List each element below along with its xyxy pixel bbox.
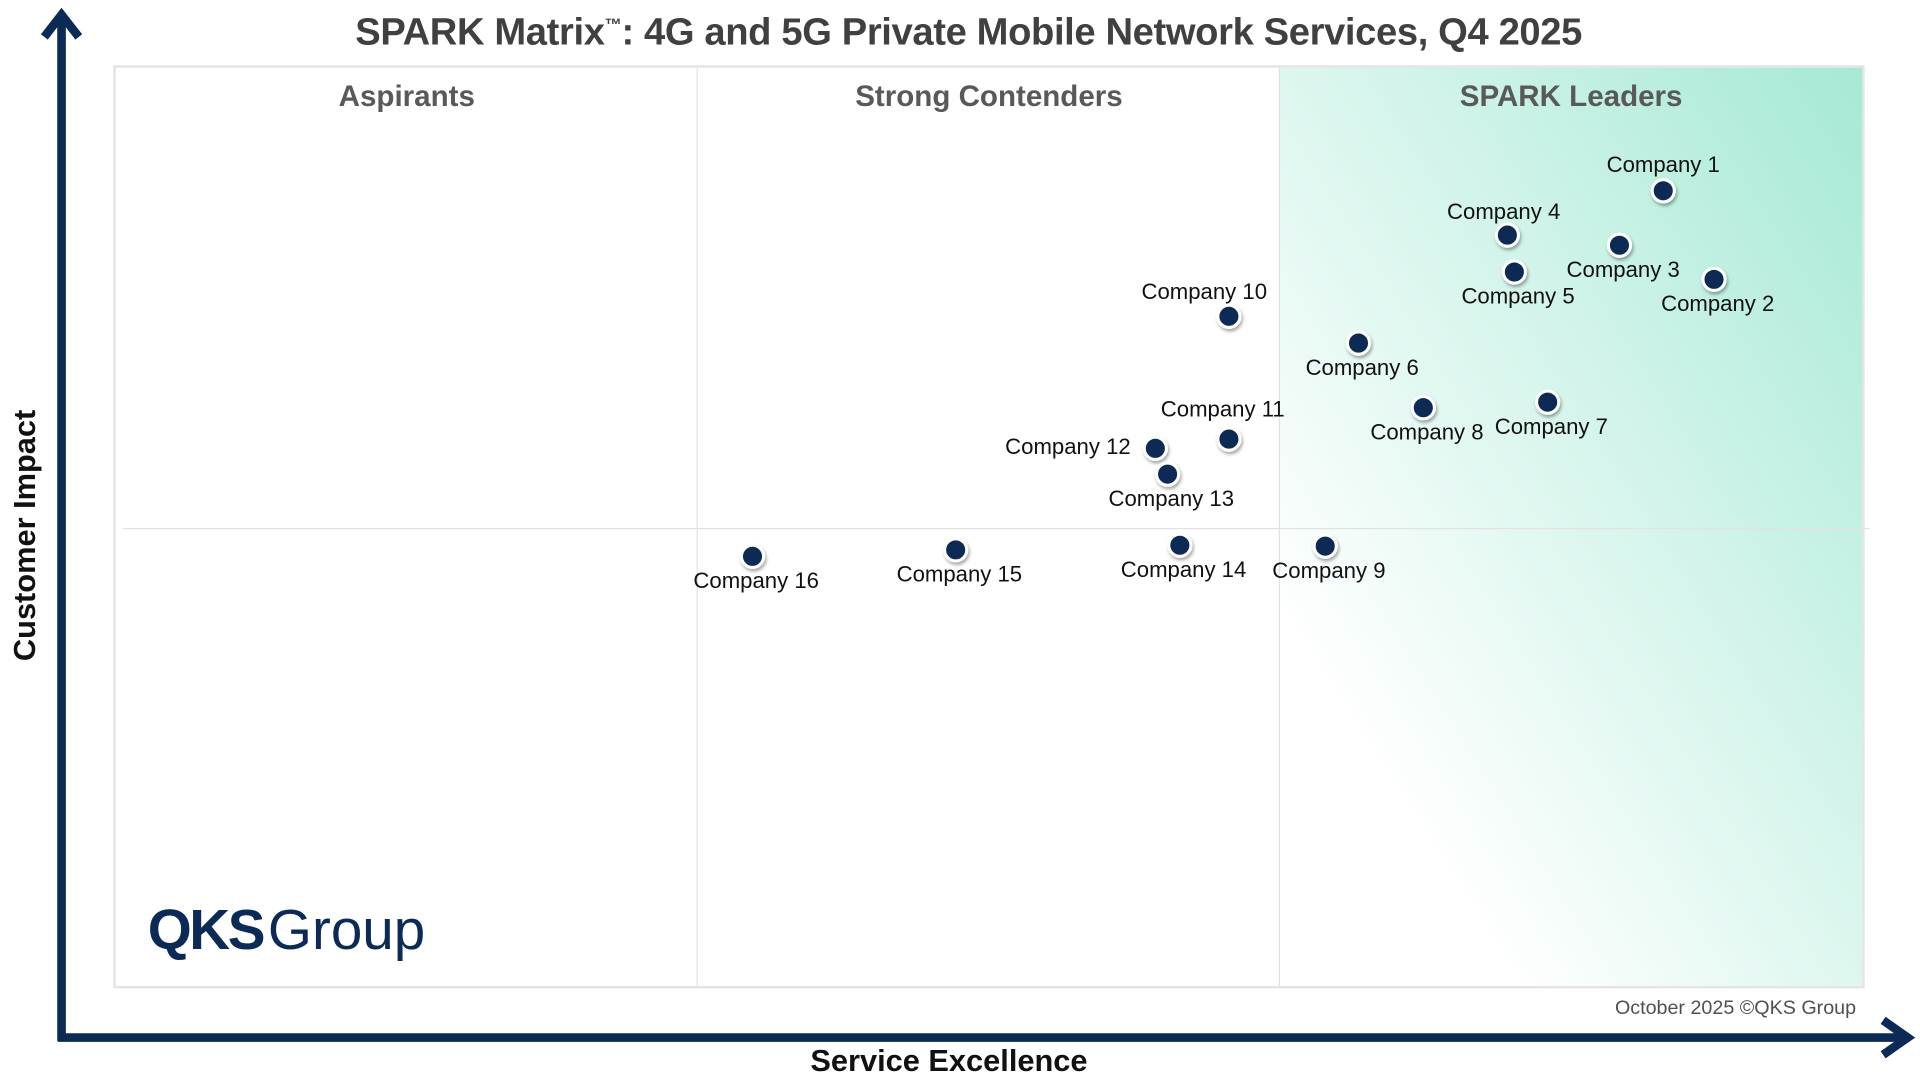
data-point xyxy=(1216,426,1242,452)
data-point xyxy=(943,537,969,563)
data-label: Company 15 xyxy=(897,562,1023,587)
midline-divider xyxy=(123,528,1870,530)
x-axis-label: Service Excellence xyxy=(810,1043,1088,1079)
data-label: Company 16 xyxy=(693,568,819,593)
data-point xyxy=(1606,232,1633,258)
data-point xyxy=(739,543,766,569)
data-label: Company 13 xyxy=(1109,486,1235,511)
quadrant-label-strong-contenders: Strong Contenders xyxy=(855,80,1123,114)
data-point xyxy=(1701,266,1727,293)
footer-copyright: October 2025 ©QKS Group xyxy=(1614,998,1857,1020)
data-label: Company 4 xyxy=(1447,199,1560,224)
data-point xyxy=(1167,532,1193,558)
quadrant-label-aspirants: Aspirants xyxy=(338,80,475,114)
y-axis-arrow xyxy=(40,7,83,1042)
data-point xyxy=(1154,461,1181,487)
data-point xyxy=(1312,533,1338,559)
data-point xyxy=(1535,389,1561,415)
data-point xyxy=(1345,330,1372,356)
leaders-quadrant-background xyxy=(1280,67,1863,986)
data-label: Company 9 xyxy=(1272,558,1385,583)
data-point xyxy=(1501,259,1527,285)
data-label: Company 8 xyxy=(1370,419,1483,444)
x-axis-arrow xyxy=(57,1016,1916,1059)
data-label: Company 7 xyxy=(1495,414,1608,439)
data-label: Company 11 xyxy=(1161,397,1285,422)
chart-title: SPARK Matrix™: 4G and 5G Private Mobile … xyxy=(355,9,1582,53)
y-axis-label: Customer Impact xyxy=(8,409,43,662)
plot-area: Aspirants Strong Contenders SPARK Leader… xyxy=(113,65,1870,989)
data-point xyxy=(1410,395,1436,421)
data-label: Company 1 xyxy=(1607,152,1720,177)
qks-group-logo: QKS Group xyxy=(147,897,426,962)
data-point xyxy=(1650,178,1676,204)
data-label: Company 6 xyxy=(1306,355,1419,380)
data-point xyxy=(1142,435,1168,461)
data-point xyxy=(1216,303,1242,329)
data-label: Company 5 xyxy=(1461,284,1574,309)
quadrant-divider xyxy=(696,67,698,986)
data-label: Company 2 xyxy=(1661,291,1774,316)
data-label: Company 14 xyxy=(1121,557,1247,582)
quadrant-divider xyxy=(1278,67,1281,986)
data-label: Company 3 xyxy=(1567,257,1680,282)
data-label: Company 12 xyxy=(1005,434,1131,459)
quadrant-label-spark-leaders: SPARK Leaders xyxy=(1459,80,1683,114)
data-point xyxy=(1494,222,1520,248)
data-label: Company 10 xyxy=(1142,279,1268,304)
